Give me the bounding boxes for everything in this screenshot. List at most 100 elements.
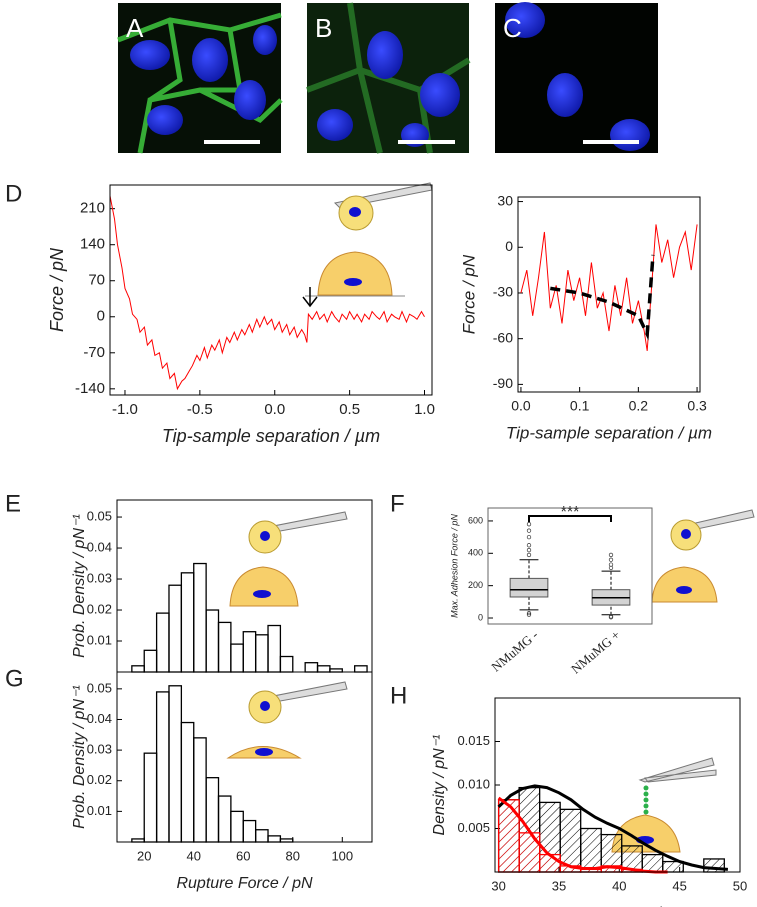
y-tick-label: 70: [88, 272, 105, 289]
y-tick-label: 0: [478, 612, 483, 622]
micrograph-c: C: [495, 2, 658, 153]
y-tick-label: 0.005: [457, 820, 490, 835]
x-tick-label: 45: [672, 878, 686, 893]
y-tick-label: 0.02: [87, 772, 112, 787]
y-tick-label: 0: [505, 238, 513, 254]
bar: [168, 584, 183, 673]
panel-label: F: [390, 490, 405, 517]
y-tick-label: -70: [83, 344, 105, 361]
x-tick-label: NMuMG +: [568, 627, 623, 676]
y-axis-label: Force / pN: [47, 247, 67, 332]
bar: [131, 665, 145, 673]
outlier: [526, 528, 532, 533]
data-line: [550, 254, 655, 341]
bar: [242, 631, 257, 673]
x-tick-label: 0.5: [339, 401, 360, 418]
bar: [155, 691, 170, 843]
plot-frame: [494, 697, 741, 873]
y-tick-label: 0: [97, 308, 105, 325]
bar: [155, 612, 170, 673]
y-axis-label: Max. Adhesion Force / pN: [449, 514, 459, 618]
data-line: [110, 195, 425, 391]
bar: [497, 799, 520, 873]
y-tick-label: 0.03: [87, 742, 112, 757]
cartoon-f: [651, 509, 755, 603]
panel: D -140 -70 0 70 140 210 -1.0 -0.5 0.0 0.5 1.0 Tip-sa…: [5, 180, 435, 445]
bar: [580, 827, 602, 873]
plot-frame: [517, 196, 701, 393]
x-axis-label: Rupture Force / pN: [549, 905, 686, 907]
x-tick-label: 0.0: [264, 401, 285, 418]
micrograph-a: A: [117, 3, 283, 154]
outlier: [608, 614, 614, 619]
panel-label: D: [5, 180, 22, 207]
outlier: [526, 611, 532, 616]
y-axis-label: Prob. Density / pN⁻¹: [71, 685, 88, 829]
x-axis-label: Rupture Force / pN: [176, 875, 313, 892]
y-tick-label: 200: [468, 580, 483, 590]
plot-frame: [116, 671, 373, 843]
outlier: [608, 552, 614, 558]
y-tick-label: 0.01: [87, 803, 112, 818]
outlier: [608, 565, 614, 571]
y-axis-label: Density / pN⁻¹: [431, 735, 448, 836]
outlier: [526, 543, 532, 548]
x-tick-label: 60: [236, 848, 250, 863]
image-label: C: [503, 13, 522, 43]
bar: [267, 624, 282, 673]
bar: [143, 752, 158, 843]
bar: [304, 662, 319, 673]
bar: [217, 621, 232, 673]
y-tick-label: 0.04: [87, 711, 112, 726]
y-axis-label: Prob. Density / pN⁻¹: [71, 514, 88, 658]
significance-label: ***: [561, 504, 580, 521]
rupture-arrow: [302, 287, 318, 308]
box: [509, 577, 549, 598]
x-axis-label: Tip-sample separation / µm: [162, 426, 380, 446]
x-tick-label: 40: [612, 878, 626, 893]
bar: [193, 562, 207, 673]
bar: [254, 829, 269, 843]
panel: F 0 200 400 600 Max. Adhesion Force / pN NMuMG…: [390, 490, 653, 676]
x-tick-label: 0.1: [570, 398, 590, 414]
density-curve: [497, 784, 729, 871]
y-tick-label: -140: [75, 380, 105, 397]
data-line: [520, 224, 698, 351]
bar: [539, 853, 561, 873]
plot-frame: [109, 184, 433, 396]
bar: [143, 649, 158, 673]
bar: [242, 819, 257, 843]
x-tick-label: -0.5: [187, 401, 213, 418]
bar: [641, 853, 664, 873]
x-axis-label: Tip-sample separation / µm: [506, 423, 712, 442]
outlier: [526, 552, 532, 558]
panel: -90 -60 -30 0 30 0.0 0.1 0.2 0.3 Tip-sample separ…: [459, 192, 712, 442]
y-tick-label: 600: [468, 515, 483, 525]
x-tick-label: 0.0: [511, 398, 531, 414]
y-tick-label: 0.05: [87, 508, 112, 523]
bar: [230, 643, 244, 673]
y-tick-label: 0.010: [457, 776, 490, 791]
micrograph-b: B: [305, 2, 471, 154]
outlier: [526, 547, 532, 553]
panel: H 0.005 0.010 0.015 30 35 40 45 50 Rupture Force …: [390, 682, 747, 907]
panel-label: H: [390, 682, 407, 709]
bar: [180, 572, 195, 673]
bar: [180, 721, 195, 843]
significance-bracket: [528, 515, 612, 522]
bar: [316, 665, 331, 673]
panel-label: G: [5, 665, 24, 692]
plot-frame: [487, 507, 653, 625]
x-tick-label: 50: [733, 878, 747, 893]
y-tick-label: 0.04: [87, 539, 112, 554]
bar: [254, 634, 269, 673]
x-tick-label: 80: [286, 848, 300, 863]
cartoon-h: [611, 757, 717, 853]
x-tick-label: -1.0: [112, 401, 138, 418]
bar: [279, 655, 294, 673]
density-curve: [497, 796, 668, 874]
cartoon-d: [305, 182, 433, 297]
bar: [193, 737, 207, 843]
y-tick-label: 140: [80, 236, 105, 253]
